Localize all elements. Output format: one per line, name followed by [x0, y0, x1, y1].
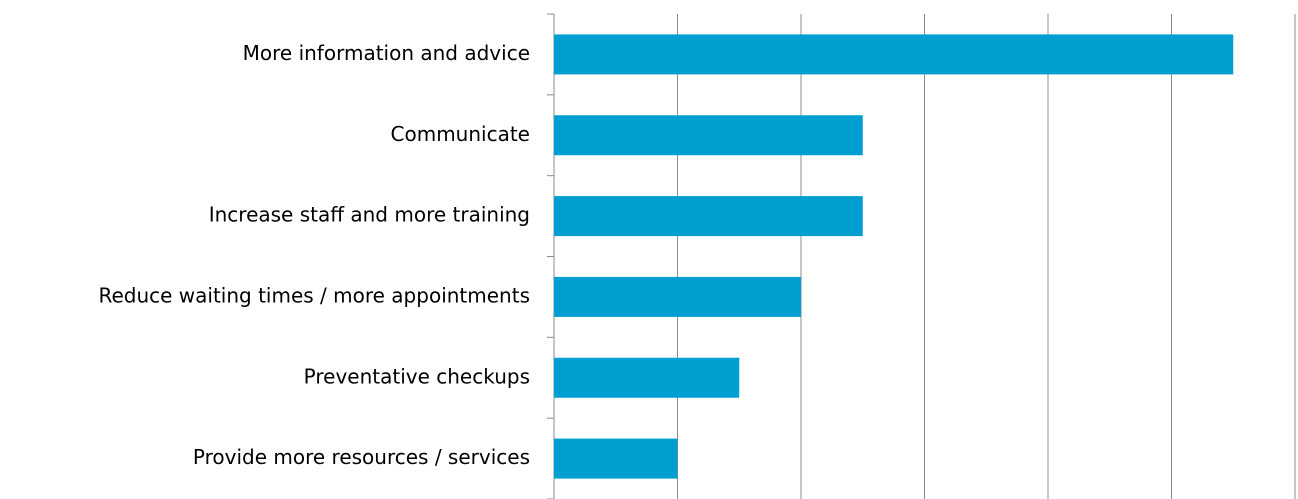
y-tick-label: Reduce waiting times / more appointments: [98, 283, 530, 307]
bar: [554, 438, 678, 479]
y-tick-label: Increase staff and more training: [209, 203, 530, 227]
y-tick-label: Preventative checkups: [304, 364, 530, 388]
bar: [554, 276, 801, 317]
y-tick-label: Communicate: [391, 122, 530, 146]
bar: [554, 34, 1234, 75]
bar: [554, 357, 740, 398]
bar: [554, 115, 863, 156]
y-tick-label: Provide more resources / services: [193, 445, 530, 469]
bar: [554, 196, 863, 237]
y-tick-label: More information and advice: [243, 41, 530, 65]
